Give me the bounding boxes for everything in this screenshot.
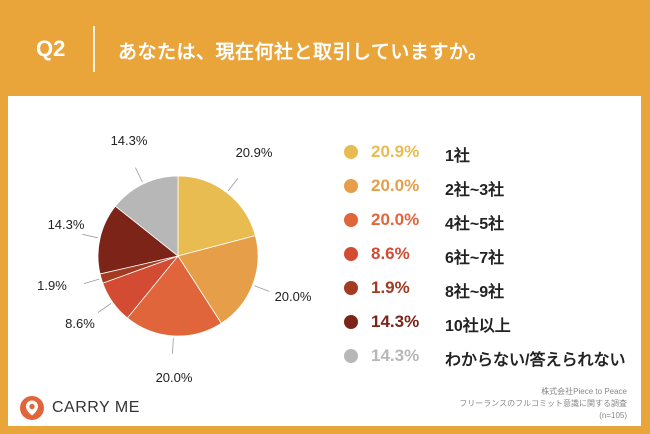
legend-swatch [344,281,358,295]
legend-percent: 14.3% [371,346,420,365]
logo-text: CARRY ME [52,399,140,416]
legend-percent: 20.0% [371,210,420,229]
legend-percent: 20.0% [371,176,420,195]
chart-card: 20.9% 20.0% 20.0% 8.6% 1.9% 14.3% 14.3% 20.9% 1… [8,96,641,426]
pie-data-label-2: 20.0% [275,289,312,304]
header-divider [93,26,95,72]
pie-data-label-1: 20.9% [236,145,273,160]
pie-leader-line-6 [82,233,99,239]
legend-item-4: 8.6% 6社~7社 [344,242,644,267]
header: Q2 あなたは、現在何社と取引していますか。 [0,0,650,96]
legend-percent: 14.3% [371,312,420,331]
source-survey: フリーランスのフルコミット意識に関する調査 [459,399,627,408]
legend-item-5: 1.9% 8社~9社 [344,276,644,301]
pie-slice-7 [114,175,179,257]
source-note: 株式会社Piece to Peace フリーランスのフルコミット意識に関する調査… [459,386,627,422]
pie-data-label-7: 14.3% [111,133,148,148]
legend-item-7: 14.3% わからない/答えられない [344,344,644,369]
legend-swatch [344,213,358,227]
pie-leader-line-3 [172,337,174,354]
pie-leader-line-5 [83,278,100,285]
legend-item-1: 20.9% 1社 [344,140,644,165]
legend-category: 1社 [445,148,470,165]
question-title: あなたは、現在何社と取引していますか。 [118,42,488,63]
carry-me-logo-icon [20,396,44,420]
legend-item-2: 20.0% 2社~3社 [344,174,644,199]
legend-category: 2社~3社 [445,182,505,199]
legend-percent: 1.9% [371,278,410,297]
legend-category: わからない/答えられない [445,352,626,369]
legend-percent: 20.9% [371,142,420,161]
legend-swatch [344,247,358,261]
legend-percent: 8.6% [371,244,410,263]
question-number: Q2 [36,36,66,61]
legend-item-3: 20.0% 4社~5社 [344,208,644,233]
legend-category: 8社~9社 [445,284,505,301]
pie-slice-6 [97,205,179,275]
legend-category: 10社以上 [445,318,511,335]
pie-data-label-3: 20.0% [156,370,193,385]
pie-leader-line-1 [227,178,239,192]
legend-swatch [344,179,358,193]
pie-slice-2 [177,235,259,324]
legend-swatch [344,145,358,159]
legend-category: 4社~5社 [445,216,505,233]
legend-swatch [344,315,358,329]
pie-leader-line-4 [97,303,112,313]
legend-item-6: 14.3% 10社以上 [344,310,644,335]
pie-data-label-6: 14.3% [48,217,85,232]
pie-slice-1 [177,175,256,257]
pie-leader-line-2 [254,285,270,292]
source-company: 株式会社Piece to Peace [541,387,627,396]
source-sample: (n=105) [599,411,627,420]
pie-chart: 20.9% 20.0% 20.0% 8.6% 1.9% 14.3% 14.3% [37,133,312,385]
pie-leader-line-7 [135,167,143,183]
pie-data-label-4: 8.6% [65,316,95,331]
legend-category: 6社~7社 [445,250,505,267]
legend-swatch [344,349,358,363]
pie-data-label-5: 1.9% [37,278,67,293]
pie-slice-3 [126,255,222,337]
